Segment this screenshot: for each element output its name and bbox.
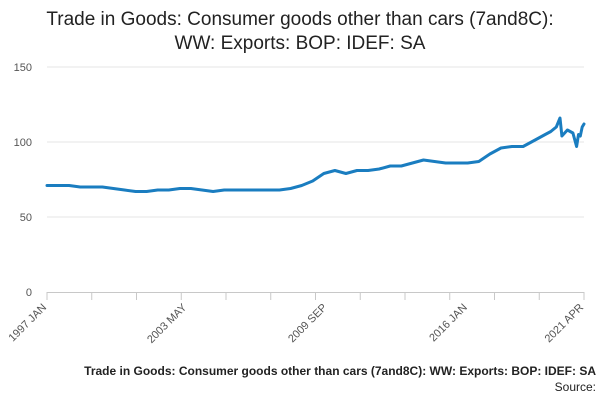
y-tick-label: 100 [14,137,32,149]
x-tick-label: 2003 MAY [145,301,190,346]
x-axis [46,292,585,300]
y-tick-label: 0 [26,287,32,299]
y-tick-label: 50 [20,212,32,224]
chart-title: Trade in Goods: Consumer goods other tha… [0,8,600,56]
x-tick-label: 2009 SEP [286,302,330,346]
footer-source: Source: [554,380,596,394]
series-line [45,116,586,193]
x-tick-label: 2021 APR [543,302,587,346]
gridlines [47,66,584,218]
y-tick-label: 150 [14,62,32,74]
footer-title: Trade in Goods: Consumer goods other tha… [84,364,596,378]
y-axis-tick-labels: 0 50 100 150 [14,62,32,299]
x-axis-tick-labels: 1997 JAN 2003 MAY 2009 SEP 2016 JAN 2021 APR [6,301,586,346]
x-tick-label: 2016 JAN [427,302,470,345]
x-tick-label: 1997 JAN [6,302,49,345]
chart-title-line-2: WW: Exports: BOP: IDEF: SA [174,33,426,54]
series-group [45,116,586,193]
chart-title-line-1: Trade in Goods: Consumer goods other tha… [46,9,554,30]
